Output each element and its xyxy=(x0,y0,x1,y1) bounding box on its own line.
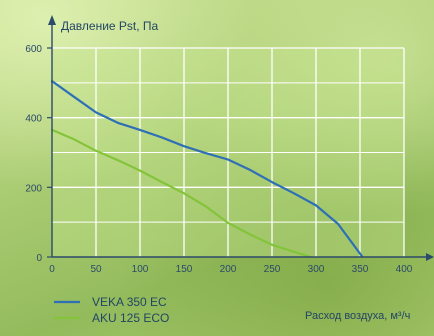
series-line-1 xyxy=(50,128,311,258)
x-tick-label: 100 xyxy=(132,264,149,275)
series-layer xyxy=(50,80,363,258)
x-tick-label: 50 xyxy=(90,264,102,275)
x-tick-label: 300 xyxy=(308,264,325,275)
axes xyxy=(47,15,434,261)
y-tick-label: 200 xyxy=(25,183,42,194)
legend-label-0: VEKA 350 EC xyxy=(92,295,167,309)
legend: VEKA 350 EC AKU 125 ECO xyxy=(54,295,169,325)
y-axis-title: Давление Pst, Па xyxy=(61,19,159,33)
x-tick-label: 150 xyxy=(176,264,193,275)
y-axis-arrow xyxy=(48,15,56,25)
x-tick-label: 200 xyxy=(220,264,237,275)
x-tick-label: 0 xyxy=(49,264,55,275)
x-axis-title: Расход воздуха, м³/ч xyxy=(305,310,410,322)
x-tick-label: 400 xyxy=(396,264,413,275)
x-tick-label: 350 xyxy=(352,264,369,275)
series-line-0 xyxy=(50,80,363,258)
gridlines xyxy=(52,47,405,257)
legend-label-1: AKU 125 ECO xyxy=(92,311,169,325)
y-tick-label: 0 xyxy=(36,253,42,264)
x-axis-arrow xyxy=(426,253,434,261)
y-tick-label: 600 xyxy=(25,44,42,55)
x-tick-label: 250 xyxy=(264,264,281,275)
y-tick-label: 400 xyxy=(25,114,42,125)
tick-labels: 0 50 100 150 200 250 300 350 400 0 200 400 600 xyxy=(25,44,412,275)
